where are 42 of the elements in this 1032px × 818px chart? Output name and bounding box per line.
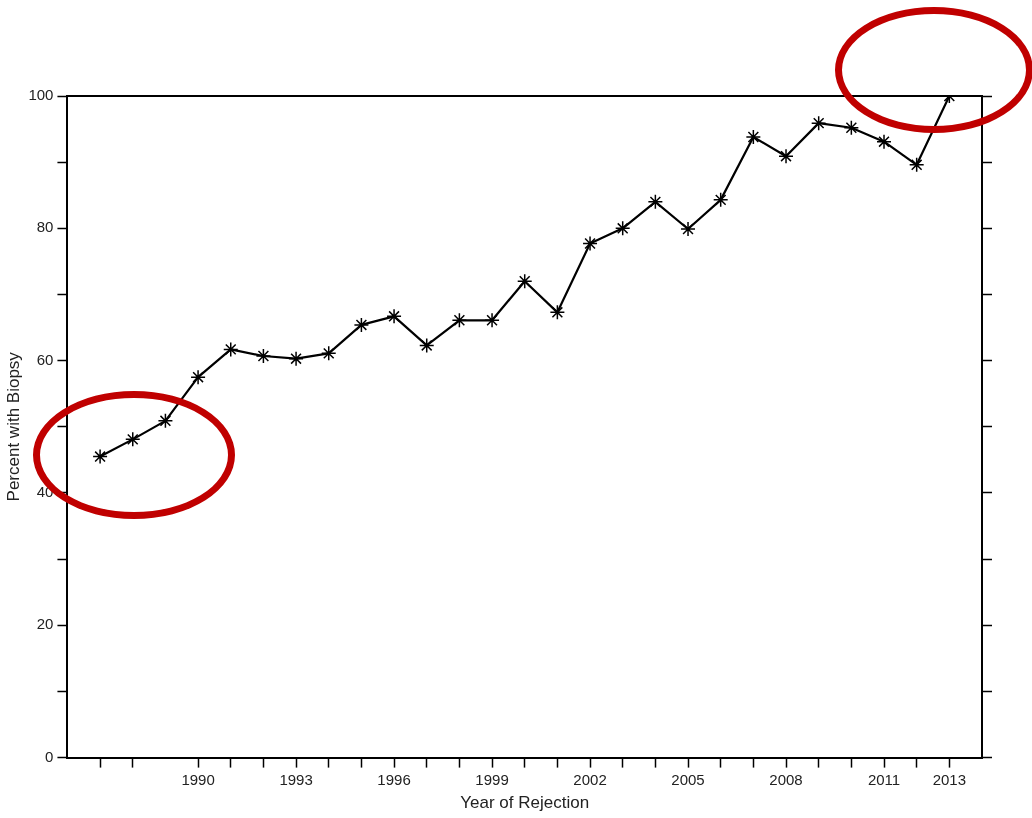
point [222, 341, 239, 358]
point [582, 235, 598, 252]
point [386, 308, 402, 325]
point [125, 431, 141, 448]
x-tick-label: 1993 [279, 770, 313, 788]
point [451, 312, 468, 329]
x-tick-label: 2002 [573, 770, 607, 788]
point [190, 369, 206, 385]
point [484, 312, 500, 329]
point [288, 350, 304, 367]
y-axis-title: Percent with Biopsy [3, 351, 23, 502]
point [353, 317, 370, 333]
y-tick-label: 20 [36, 615, 54, 633]
point [320, 345, 337, 362]
y-tick-label: 100 [28, 86, 54, 104]
point [778, 148, 794, 164]
x-tick-label: 1990 [181, 770, 215, 788]
point [157, 413, 174, 429]
y-tick-label: 80 [36, 218, 54, 236]
point [680, 221, 696, 237]
y-tick-label: 60 [36, 350, 54, 368]
point [418, 337, 435, 354]
x-tick-label: 2005 [671, 770, 705, 788]
point [516, 273, 533, 289]
point [92, 448, 108, 465]
point [745, 129, 762, 145]
x-tick-label: 2013 [932, 770, 967, 788]
point [614, 220, 631, 237]
point [810, 115, 827, 131]
x-tick-label: 1996 [377, 770, 411, 788]
point [647, 194, 664, 210]
point [255, 348, 272, 364]
y-tick-label: 0 [45, 747, 54, 765]
x-tick-label: 1999 [475, 770, 509, 788]
x-axis-title: Year of Rejection [460, 793, 590, 813]
point [843, 120, 860, 136]
x-tick-label: 2011 [867, 770, 901, 788]
point [876, 133, 892, 150]
x-tick-label: 2008 [769, 770, 803, 788]
point [549, 304, 566, 321]
point [908, 157, 925, 173]
point [712, 192, 729, 208]
